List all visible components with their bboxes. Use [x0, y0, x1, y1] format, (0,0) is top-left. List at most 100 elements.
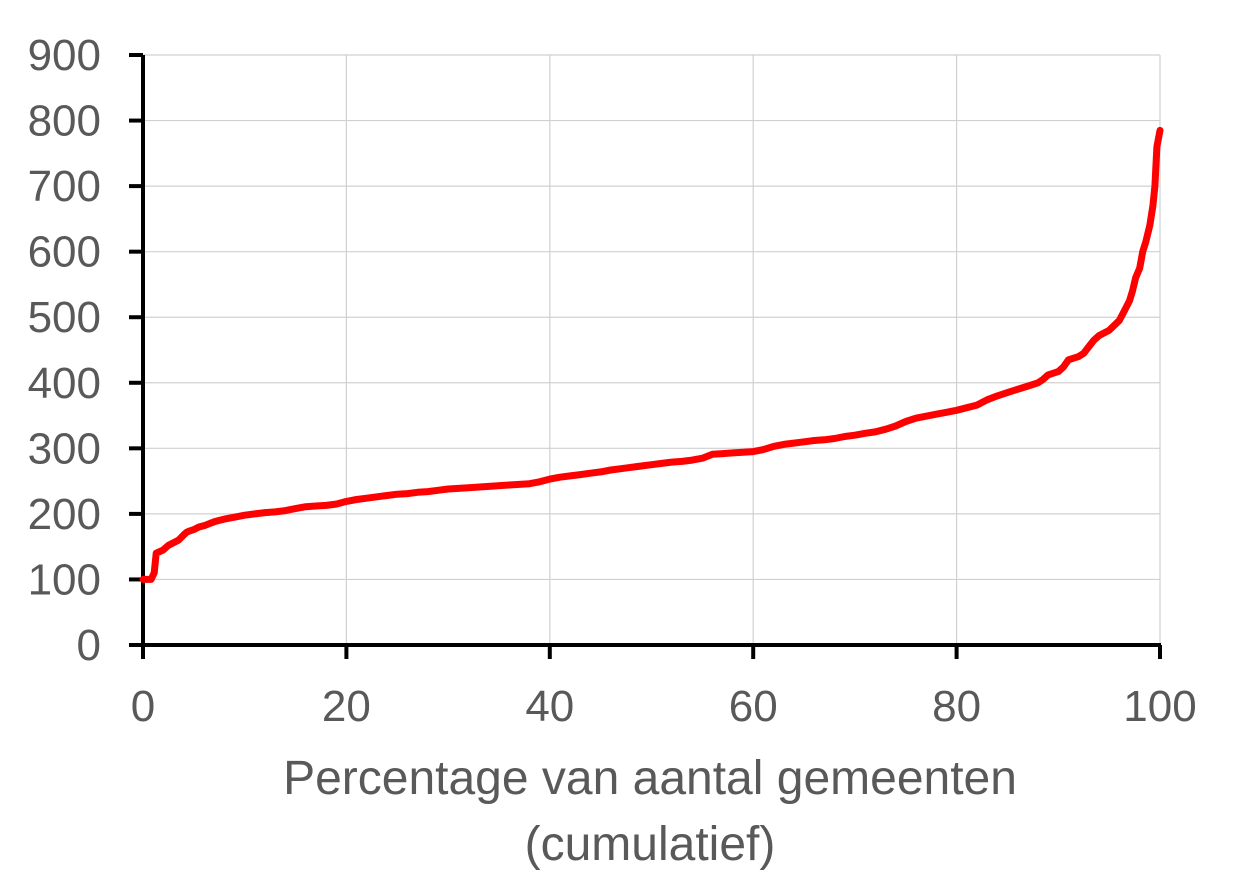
data-point — [926, 416, 927, 417]
data-point — [956, 410, 957, 411]
labels: Percentage van aantal gemeenten (cumulat… — [28, 31, 1197, 871]
axes — [129, 53, 1162, 659]
data-point — [397, 494, 398, 495]
data-point — [763, 449, 764, 450]
data-point — [966, 407, 967, 408]
data-point — [682, 461, 683, 462]
data-point — [1160, 130, 1161, 131]
data-point — [610, 469, 611, 470]
data-point — [773, 446, 774, 447]
data-point — [1058, 371, 1059, 372]
data-point — [488, 486, 489, 487]
data-point — [671, 462, 672, 463]
data-point — [244, 515, 245, 516]
x-axis-title-line-1: Percentage van aantal gemeenten — [283, 752, 1017, 805]
data-point — [387, 495, 388, 496]
data-point — [539, 481, 540, 482]
data-point — [305, 506, 306, 507]
x-tick-label-5: 100 — [1123, 682, 1196, 731]
data-point — [1037, 382, 1038, 383]
data-point — [163, 549, 164, 550]
data-point — [722, 453, 723, 454]
y-tick-label-7: 700 — [28, 162, 101, 211]
data-point — [183, 534, 184, 535]
data-point — [743, 452, 744, 453]
y-tick-label-2: 200 — [28, 490, 101, 539]
data-point — [712, 454, 713, 455]
data-point — [1048, 374, 1049, 375]
data-point — [753, 451, 754, 452]
data-point — [1027, 386, 1028, 387]
data-point — [600, 471, 601, 472]
data-point — [1068, 359, 1069, 360]
data-point — [1135, 277, 1136, 278]
data-point — [168, 545, 169, 546]
y-tick-label-5: 500 — [28, 293, 101, 342]
data-point — [1007, 392, 1008, 393]
data-point — [204, 525, 205, 526]
data-point — [509, 485, 510, 486]
y-tick-label-3: 300 — [28, 424, 101, 473]
data-point — [1043, 379, 1044, 380]
x-tick-label-4: 80 — [932, 682, 981, 731]
data-point — [661, 463, 662, 464]
y-tick-label-4: 400 — [28, 359, 101, 408]
x-tick-label-2: 40 — [525, 682, 574, 731]
data-point — [186, 532, 187, 533]
data-point — [844, 436, 845, 437]
data-point — [1078, 356, 1079, 357]
data-point — [356, 499, 357, 500]
data-point — [1145, 241, 1146, 242]
data-point — [529, 483, 530, 484]
y-tick-label-9: 900 — [28, 31, 101, 80]
data-point — [783, 444, 784, 445]
data-point — [198, 527, 199, 528]
data-point — [915, 418, 916, 419]
data-point — [702, 458, 703, 459]
data-point — [936, 414, 937, 415]
data-point — [1142, 251, 1143, 252]
data-point — [905, 421, 906, 422]
data-point — [1129, 300, 1130, 301]
series-line-0 — [139, 126, 1164, 583]
data-point — [265, 512, 266, 513]
data-point — [448, 488, 449, 489]
data-point — [209, 523, 210, 524]
data-point — [154, 572, 155, 573]
data-point — [427, 491, 428, 492]
data-point — [641, 466, 642, 467]
data-point — [895, 426, 896, 427]
data-point — [1124, 310, 1125, 311]
data-point — [1139, 268, 1140, 269]
data-point — [804, 441, 805, 442]
data-point — [346, 501, 347, 502]
data-point — [178, 540, 179, 541]
data-point — [580, 474, 581, 475]
x-tick-label-1: 20 — [322, 682, 371, 731]
data-point — [143, 579, 144, 580]
data-point — [193, 529, 194, 530]
data-point — [793, 443, 794, 444]
data-point — [1093, 340, 1094, 341]
data-point — [559, 477, 560, 478]
data-point — [1152, 205, 1153, 206]
data-point — [997, 395, 998, 396]
data-point — [732, 452, 733, 453]
data-point — [234, 517, 235, 518]
data-point — [865, 433, 866, 434]
y-tick-label-8: 800 — [28, 97, 101, 146]
data-point — [156, 553, 157, 554]
data-point — [875, 431, 876, 432]
data-point — [437, 490, 438, 491]
data-point — [854, 435, 855, 436]
data-point — [468, 487, 469, 488]
data-point — [315, 506, 316, 507]
data-point — [1017, 389, 1018, 390]
data-point — [326, 505, 327, 506]
data-point — [1132, 291, 1133, 292]
data-point — [1119, 320, 1120, 321]
data-point — [651, 464, 652, 465]
y-tick-label-0: 0 — [77, 621, 101, 670]
